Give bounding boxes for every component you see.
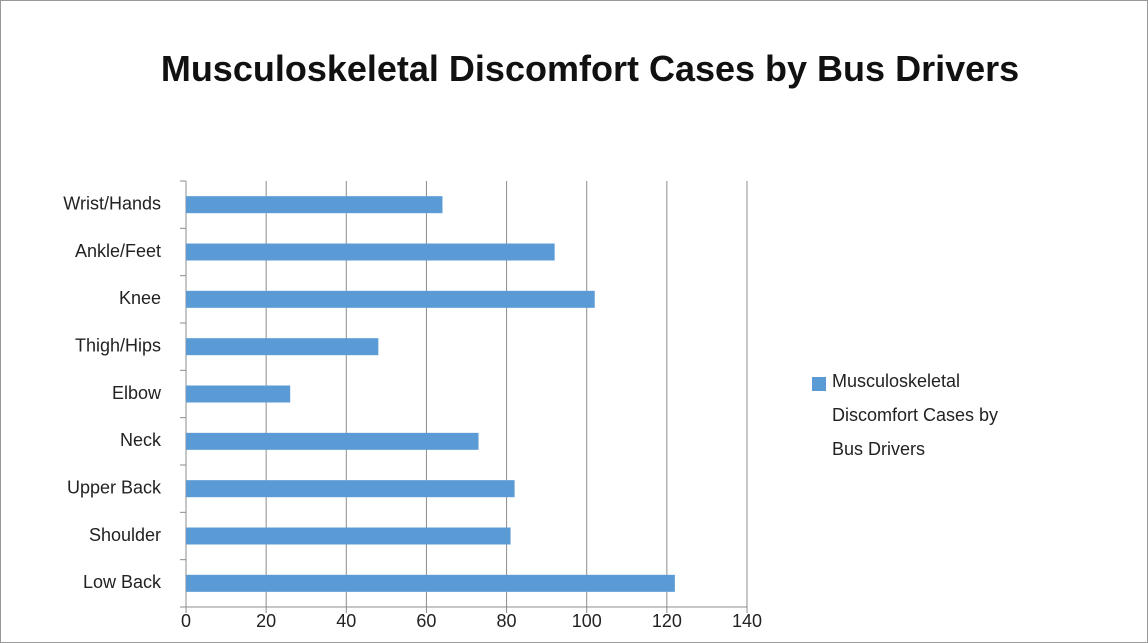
x-tick-label: 20 [256, 611, 276, 631]
bar [186, 480, 515, 498]
x-tick-label: 0 [181, 611, 191, 631]
y-tick-label: Shoulder [89, 525, 161, 545]
bar [186, 574, 675, 592]
bar [186, 385, 291, 403]
x-tick-label: 140 [732, 611, 762, 631]
bar [186, 290, 595, 308]
x-tick-label: 100 [572, 611, 602, 631]
y-tick-label: Wrist/Hands [63, 193, 161, 213]
x-tick-label: 40 [336, 611, 356, 631]
x-tick-label: 80 [497, 611, 517, 631]
y-tick-label: Elbow [112, 383, 162, 403]
y-tick-label: Knee [119, 288, 161, 308]
bar [186, 338, 379, 356]
bar [186, 243, 555, 261]
x-tick-label: 120 [652, 611, 682, 631]
legend: Musculoskeletal Discomfort Cases by Bus … [812, 371, 1002, 466]
x-tick-label: 60 [416, 611, 436, 631]
chart-title: Musculoskeletal Discomfort Cases by Bus … [160, 48, 1020, 89]
y-tick-label: Neck [120, 430, 162, 450]
y-tick-label: Low Back [83, 572, 162, 592]
y-tick-label: Thigh/Hips [75, 335, 161, 355]
legend-swatch [812, 377, 826, 391]
y-tick-label: Upper Back [67, 477, 162, 497]
y-tick-label: Ankle/Feet [75, 241, 161, 261]
bar [186, 196, 443, 214]
bar [186, 432, 479, 450]
legend-label: Musculoskeletal Discomfort Cases by Bus … [832, 371, 999, 459]
bar [186, 527, 511, 545]
